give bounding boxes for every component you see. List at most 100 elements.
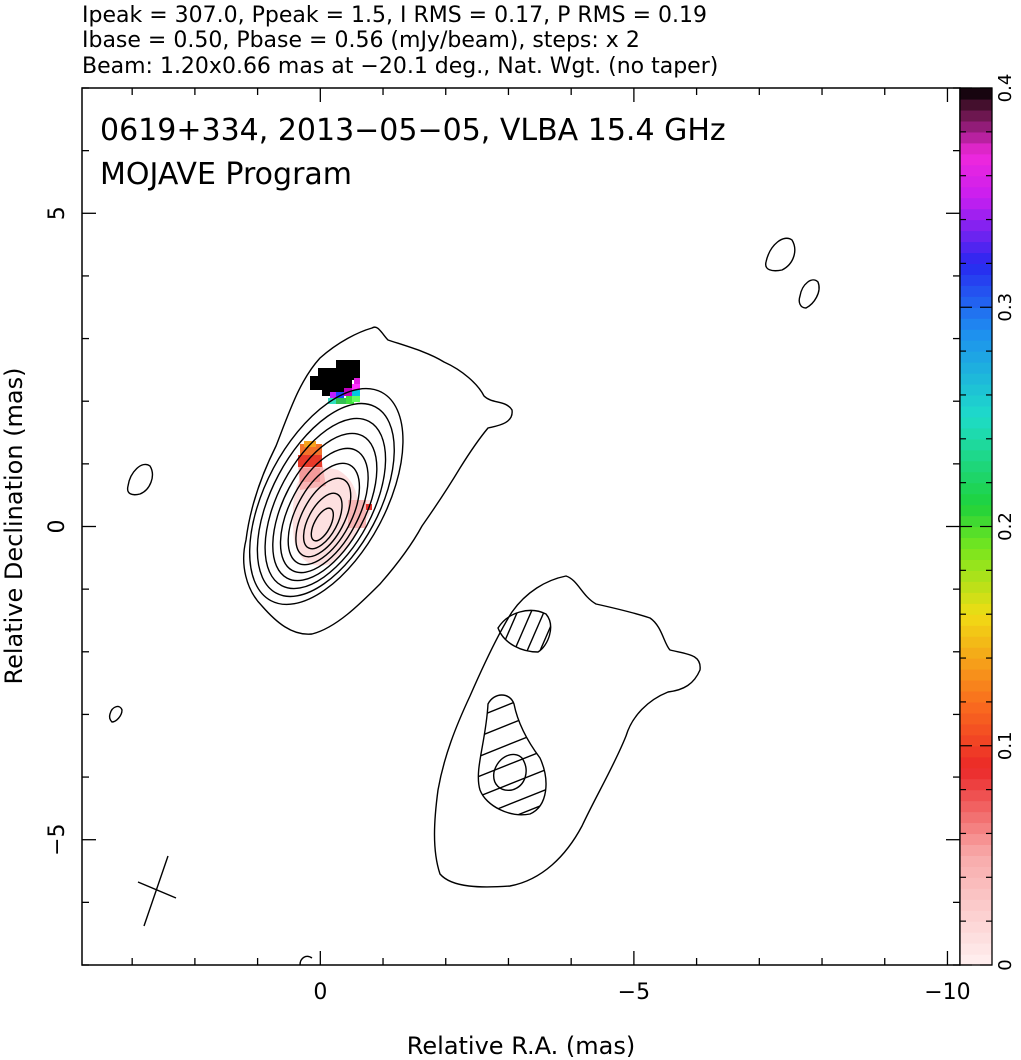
plot-area: 0619+334, 2013−05−05, VLBA 15.4 GHz MOJA…: [100, 113, 820, 965]
colorbar-segment: [960, 921, 992, 933]
colorbar-segment: [960, 351, 992, 363]
contour-level: [279, 447, 369, 574]
colorbar-segment: [960, 669, 992, 681]
colorbar-segment: [960, 186, 992, 199]
pol-pixel: [346, 396, 354, 404]
x-tick-label: −10: [924, 980, 970, 1005]
colorbar-segment: [960, 800, 992, 813]
colorbar-segment: [960, 712, 992, 725]
pol-pixel: [300, 444, 322, 458]
pol-pixel: [348, 500, 366, 528]
colorbar-segment: [960, 526, 992, 539]
colorbar-segment: [960, 88, 992, 100]
colorbar-segment: [960, 208, 992, 221]
plot-frame: [81, 87, 961, 966]
colorbar-segment: [960, 340, 992, 352]
colorbar-segment: [960, 647, 992, 659]
colorbar-segment: [960, 383, 992, 396]
colorbar-tick-label: 0.1: [995, 731, 1016, 760]
colorbar-segment: [960, 855, 992, 867]
colorbar-segment: [960, 723, 992, 736]
colorbar-segment: [960, 877, 992, 889]
colorbar-segment: [960, 943, 992, 955]
plot-subtitle: MOJAVE Program: [100, 157, 352, 192]
colorbar: 0 0.1 0.2 0.3 0.4: [959, 74, 1016, 971]
colorbar-segment: [960, 219, 992, 232]
colorbar-segment: [960, 164, 992, 177]
colorbar-segment: [960, 811, 992, 824]
y-axis-label: Relative Declination (mas): [0, 367, 28, 684]
contour-outer: [243, 326, 513, 635]
colorbar-segment: [960, 285, 992, 297]
pol-pixel: [352, 384, 360, 390]
beam-cross: [137, 855, 177, 927]
contour-level: [310, 507, 335, 542]
colorbar-segment: [960, 625, 992, 637]
colorbar-segment: [960, 405, 992, 418]
colorbar-segment: [960, 822, 992, 835]
colorbar-segment: [960, 252, 992, 264]
y-tick-label: −5: [45, 823, 70, 855]
contour-level: [256, 402, 395, 598]
contour-lines: [108, 237, 820, 965]
pol-pixel: [352, 390, 360, 396]
colorbar-segment: [960, 570, 992, 582]
colorbar-segment: [960, 109, 992, 122]
colorbar-tick-label: 0: [995, 959, 1016, 970]
header-line-1: Ipeak = 307.0, Ppeak = 1.5, I RMS = 0.17…: [82, 3, 707, 28]
contour-level: [287, 462, 361, 566]
colorbar-segment: [960, 373, 992, 385]
contour-level: [272, 432, 378, 582]
colorbar-segment: [960, 833, 992, 846]
colorbar-segment: [960, 493, 992, 506]
colorbar-segment: [960, 296, 992, 308]
colorbar-segment: [960, 658, 992, 670]
colorbar-segment: [960, 954, 992, 966]
pol-pixel: [336, 360, 360, 380]
colorbar-segment: [960, 636, 992, 648]
contour-isolated: [126, 463, 154, 496]
pol-pixel: [310, 376, 322, 390]
y-tick-label: 0: [45, 520, 70, 534]
colorbar-segment: [960, 241, 992, 254]
colorbar-segment: [960, 504, 992, 517]
colorbar-segment: [960, 888, 992, 900]
colorbar-segment: [960, 701, 992, 714]
pol-pixel: [336, 398, 346, 404]
colorbar-segment: [960, 910, 992, 922]
contour-south-blob: [433, 575, 701, 888]
colorbar-segment: [960, 175, 992, 188]
colorbar-segment: [960, 416, 992, 429]
contour-isolated: [108, 705, 123, 723]
colorbar-segment: [960, 592, 992, 604]
colorbar-segment: [960, 274, 992, 286]
contour-level: [302, 492, 343, 550]
colorbar-segment: [960, 756, 992, 769]
colorbar-segment: [960, 120, 992, 133]
colorbar-segment: [960, 197, 992, 210]
colorbar-segment: [960, 932, 992, 944]
colorbar-segment: [960, 734, 992, 747]
x-tick-label: −5: [618, 980, 650, 1005]
colorbar-segment: [960, 263, 992, 275]
colorbar-tick-label: 0.4: [995, 74, 1016, 103]
contour-isolated: [299, 955, 313, 965]
colorbar-segment: [960, 449, 992, 462]
colorbar-segment: [960, 482, 992, 495]
colorbar-segment: [960, 307, 992, 319]
colorbar-segment: [960, 471, 992, 484]
colorbar-segment: [960, 789, 992, 802]
colorbar-segment: [960, 427, 992, 440]
colorbar-segment: [960, 153, 992, 166]
pol-pixel: [352, 396, 360, 402]
x-axis-label: Relative R.A. (mas): [407, 1032, 635, 1060]
colorbar-segment: [960, 899, 992, 911]
pol-pixel: [322, 388, 336, 396]
colorbar-segment: [960, 581, 992, 593]
pol-pixel: [318, 368, 338, 390]
colorbar-segment: [960, 537, 992, 550]
colorbar-segment: [960, 318, 992, 330]
header-line-2: Ibase = 0.50, Pbase = 0.56 (mJy/beam), s…: [82, 28, 640, 53]
contour-level: [248, 387, 404, 606]
